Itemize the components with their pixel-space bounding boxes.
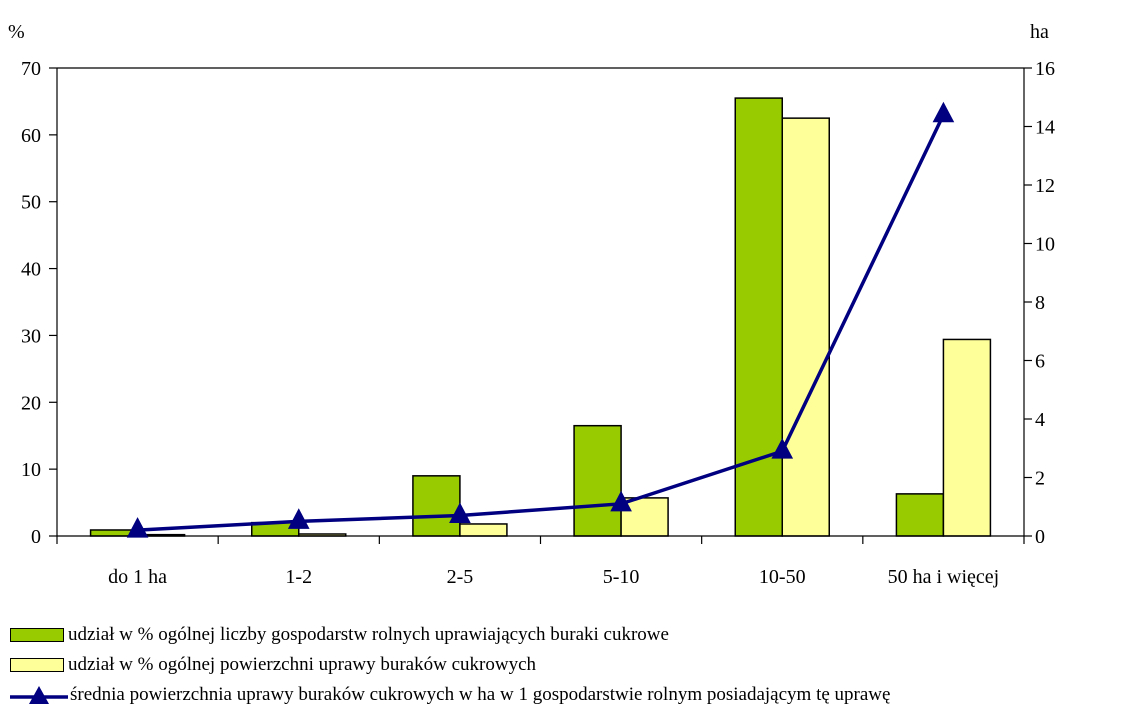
- x-tick-label: 1-2: [285, 566, 312, 588]
- right-tick-label: 16: [1035, 58, 1055, 80]
- x-tick-label: 2-5: [447, 566, 474, 588]
- line-average-area: [137, 114, 945, 532]
- x-tick-label: 50 ha i więcej: [888, 566, 1000, 588]
- legend-label: średnia powierzchnia uprawy buraków cukr…: [70, 684, 891, 705]
- left-axis-unit-label: %: [8, 21, 25, 43]
- line-point-marker: [287, 508, 310, 529]
- legend: udział w % ogólnej liczby gospodarstw ro…: [10, 620, 1120, 710]
- legend-swatch-green: [10, 628, 64, 642]
- bar-farms-share: [412, 475, 461, 537]
- x-tick-label: do 1 ha: [108, 566, 167, 588]
- left-tick-label: 60: [21, 125, 41, 147]
- legend-line-marker: [10, 685, 68, 705]
- legend-entry-average-area: średnia powierzchnia uprawy buraków cukr…: [10, 680, 1120, 710]
- line-series-layer: [126, 101, 955, 538]
- right-tick-label: 10: [1035, 234, 1055, 256]
- legend-triangle-marker: [29, 686, 49, 704]
- bar-farms-share: [734, 97, 783, 537]
- x-tick-label: 10-50: [759, 566, 806, 588]
- left-tick-label: 30: [21, 325, 41, 347]
- left-tick-label: 10: [21, 459, 41, 481]
- left-tick-label: 40: [21, 259, 41, 281]
- left-tick-label: 0: [31, 526, 41, 548]
- bar-farms-share: [895, 493, 945, 537]
- legend-entry-area-share: udział w % ogólnej powierzchni uprawy bu…: [10, 650, 1120, 680]
- right-tick-label: 6: [1035, 351, 1045, 373]
- left-tick-label: 50: [21, 192, 41, 214]
- bar-area-share: [459, 523, 508, 537]
- line-point-marker: [771, 438, 794, 459]
- tick-labels-layer: 0 10 20 30 40 50 60 70 0 2 4 6 8 10 12 14 16 do 1 ha 1-2 2-…: [21, 58, 1055, 588]
- bar-farms-share: [573, 424, 622, 537]
- bars-layer: [89, 97, 992, 537]
- bar-area-share: [781, 117, 830, 537]
- left-tick-label: 20: [21, 392, 41, 414]
- legend-label: udział w % ogólnej liczby gospodarstw ro…: [68, 624, 669, 645]
- right-tick-label: 2: [1035, 468, 1045, 490]
- line-point-marker: [126, 517, 149, 538]
- left-tick-label: 70: [21, 58, 41, 80]
- right-tick-label: 4: [1035, 409, 1045, 431]
- right-tick-label: 0: [1035, 526, 1045, 548]
- bar-area-share: [942, 338, 992, 537]
- legend-entry-farms-share: udział w % ogólnej liczby gospodarstw ro…: [10, 620, 1120, 650]
- legend-swatch-yellow: [10, 658, 64, 672]
- line-point-marker: [449, 502, 471, 524]
- right-tick-label: 12: [1035, 175, 1055, 197]
- right-tick-label: 14: [1035, 117, 1055, 139]
- legend-label: udział w % ogólnej powierzchni uprawy bu…: [68, 654, 536, 675]
- bar-area-share: [620, 497, 669, 537]
- x-tick-label: 5-10: [603, 566, 640, 588]
- line-point-marker: [610, 490, 632, 512]
- axes-layer: [49, 67, 1032, 544]
- line-point-marker: [932, 101, 955, 123]
- right-axis-unit-label: ha: [1030, 21, 1049, 43]
- right-tick-label: 8: [1035, 292, 1045, 314]
